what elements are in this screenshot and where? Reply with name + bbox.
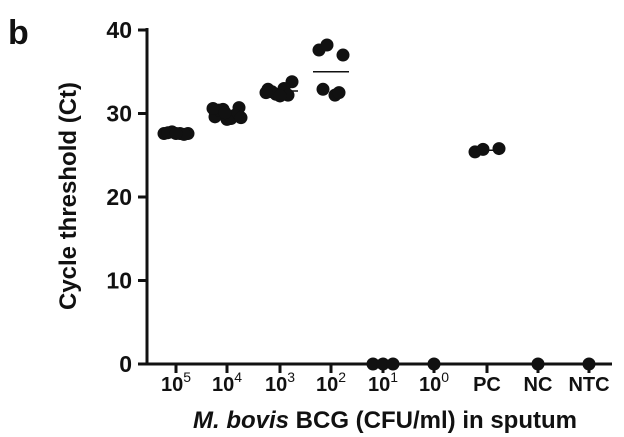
data-point xyxy=(386,357,400,371)
y-tick-label: 10 xyxy=(106,268,132,294)
x-tick-label: 102 xyxy=(316,369,346,396)
x-tick-label-base: 10 xyxy=(316,374,338,396)
data-point xyxy=(582,357,596,371)
data-point xyxy=(273,89,287,103)
x-tick-label-base: PC xyxy=(473,374,501,396)
x-tick-label: 104 xyxy=(212,369,242,396)
x-tick-label: NTC xyxy=(568,374,609,396)
x-tick-label: PC xyxy=(473,374,501,396)
data-point xyxy=(336,48,350,62)
x-tick-label: 103 xyxy=(265,369,295,396)
x-tick-label-exponent: 2 xyxy=(338,369,346,385)
data-points xyxy=(157,38,596,371)
data-point xyxy=(427,357,441,371)
data-point xyxy=(218,106,232,120)
data-point xyxy=(531,357,545,371)
x-tick-label-base: 10 xyxy=(161,374,183,396)
x-tick-label-base: NC xyxy=(524,374,553,396)
y-tick-label: 30 xyxy=(106,101,132,127)
y-tick-label: 0 xyxy=(119,351,132,377)
data-point xyxy=(320,38,334,52)
data-point xyxy=(332,86,346,100)
x-tick-label-base: 10 xyxy=(419,374,441,396)
x-tick-label: 101 xyxy=(368,369,398,396)
panel-label: b xyxy=(8,14,29,52)
y-axis-label: Cycle threshold (Ct) xyxy=(55,82,82,310)
x-tick-label: 105 xyxy=(161,369,191,396)
data-point xyxy=(366,357,380,371)
x-tick-label-exponent: 3 xyxy=(287,369,295,385)
x-axis-label: M. bovis BCG (CFU/ml) in sputum xyxy=(193,407,577,434)
x-tick-label-exponent: 1 xyxy=(390,369,398,385)
x-tick-label-base: NTC xyxy=(568,374,609,396)
x-axis: 105 104 103 102 101 100 PC NC NTC xyxy=(146,362,612,396)
x-tick-label-base: 10 xyxy=(265,374,287,396)
x-tick-label: NC xyxy=(524,374,553,396)
data-point xyxy=(259,86,273,100)
x-tick-label-exponent: 5 xyxy=(183,369,191,385)
y-tick-label: 40 xyxy=(106,17,132,43)
data-point xyxy=(376,357,390,371)
x-tick-label-base: 10 xyxy=(212,374,234,396)
x-tick-label-exponent: 0 xyxy=(441,369,449,385)
data-point xyxy=(234,111,248,125)
data-point xyxy=(492,142,506,156)
x-tick-label: 100 xyxy=(419,369,449,396)
x-axis-label-italic: M. bovis xyxy=(193,407,289,434)
x-tick-label-exponent: 4 xyxy=(234,369,242,385)
data-point xyxy=(476,142,490,156)
data-point xyxy=(206,101,220,115)
x-tick-label-base: 10 xyxy=(368,374,390,396)
data-point xyxy=(169,127,183,141)
y-tick-label: 20 xyxy=(106,184,132,210)
y-axis: 0 10 20 30 40 xyxy=(106,17,149,377)
x-axis-label-rest: BCG (CFU/ml) in sputum xyxy=(289,407,577,434)
data-point xyxy=(316,82,330,96)
